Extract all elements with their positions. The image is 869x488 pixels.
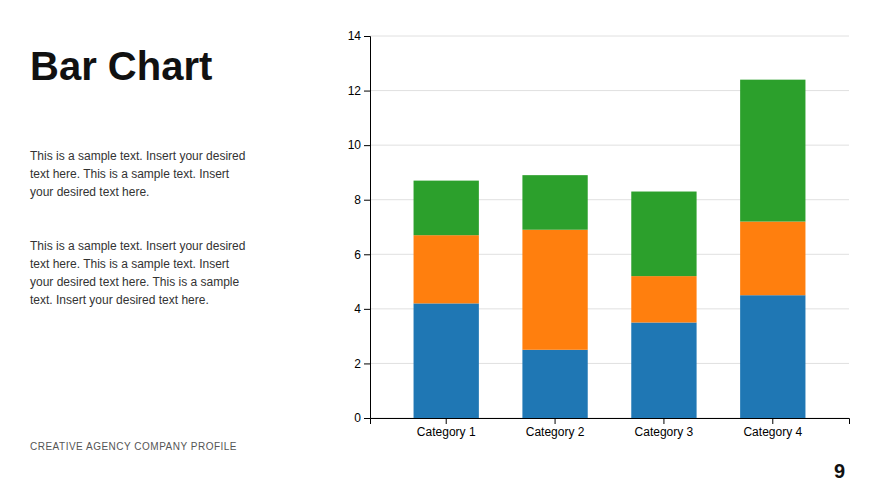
tick-mark [772, 418, 773, 424]
tick: Category 1 [417, 418, 476, 439]
grid [370, 36, 849, 418]
x-axis: Category 1 Category 2 Category 3 Category 4 [371, 418, 850, 439]
plot: Category 1 Category 2 Category 3 Category 4… [348, 29, 850, 438]
bar [740, 80, 805, 222]
tick: Category 3 [635, 418, 694, 439]
bar [740, 222, 805, 296]
tick-label: Category 4 [743, 425, 802, 439]
bar [414, 303, 479, 418]
tick: Category 2 [526, 418, 585, 439]
tick: 4 [354, 302, 370, 316]
grid-line [370, 36, 849, 37]
axis-line [364, 37, 371, 419]
tick-label: Category 1 [417, 425, 476, 439]
tick: 8 [354, 193, 370, 207]
axis-line [371, 419, 850, 425]
bar [522, 230, 587, 350]
bar [522, 350, 587, 418]
title: Bar Chart [30, 44, 212, 88]
tick-mark [364, 254, 370, 255]
tick-mark [364, 309, 370, 310]
tick-label: 10 [348, 138, 362, 152]
tick-mark [663, 418, 664, 424]
tick: 12 [348, 84, 370, 98]
bar [631, 276, 696, 322]
tick-mark [364, 418, 370, 419]
tick-label: 12 [348, 84, 362, 98]
tick-mark [446, 418, 447, 424]
bar [631, 323, 696, 419]
page-number: 9 [834, 460, 845, 482]
series [414, 222, 806, 350]
tick: 2 [354, 357, 370, 371]
tick-label: Category 2 [526, 425, 585, 439]
y-axis: 0 2 4 6 8 10 12 14 [348, 29, 371, 425]
series [414, 295, 806, 418]
tick-label: 0 [354, 411, 361, 425]
bar [740, 295, 805, 418]
bar [414, 235, 479, 303]
footer: CREATIVE AGENCY COMPANY PROFILE [30, 441, 237, 452]
tick: 6 [354, 248, 370, 262]
tick: 10 [348, 138, 370, 152]
bars [414, 80, 806, 418]
tick-label: 8 [354, 193, 361, 207]
tick: 14 [348, 29, 370, 43]
bar [414, 181, 479, 236]
tick-label: Category 3 [635, 425, 694, 439]
tick-mark [364, 36, 370, 37]
tick-label: 14 [348, 29, 362, 43]
tick: Category 4 [743, 418, 802, 439]
tick-mark [364, 363, 370, 364]
series [414, 80, 806, 276]
annotation: This is a sample text. Insert your desir… [30, 149, 245, 199]
tick-mark [364, 91, 370, 92]
bar [631, 192, 696, 277]
tick-label: 6 [354, 248, 361, 262]
bar [522, 175, 587, 230]
tick-mark [364, 200, 370, 201]
tick-mark [364, 145, 370, 146]
tick: 0 [354, 411, 370, 425]
tick-label: 4 [354, 302, 361, 316]
chart: Bar Chart This is a sample text. Insert y… [0, 0, 869, 488]
tick-mark [555, 418, 556, 424]
tick-label: 2 [354, 357, 361, 371]
annotation: This is a sample text. Insert your desir… [30, 239, 245, 307]
